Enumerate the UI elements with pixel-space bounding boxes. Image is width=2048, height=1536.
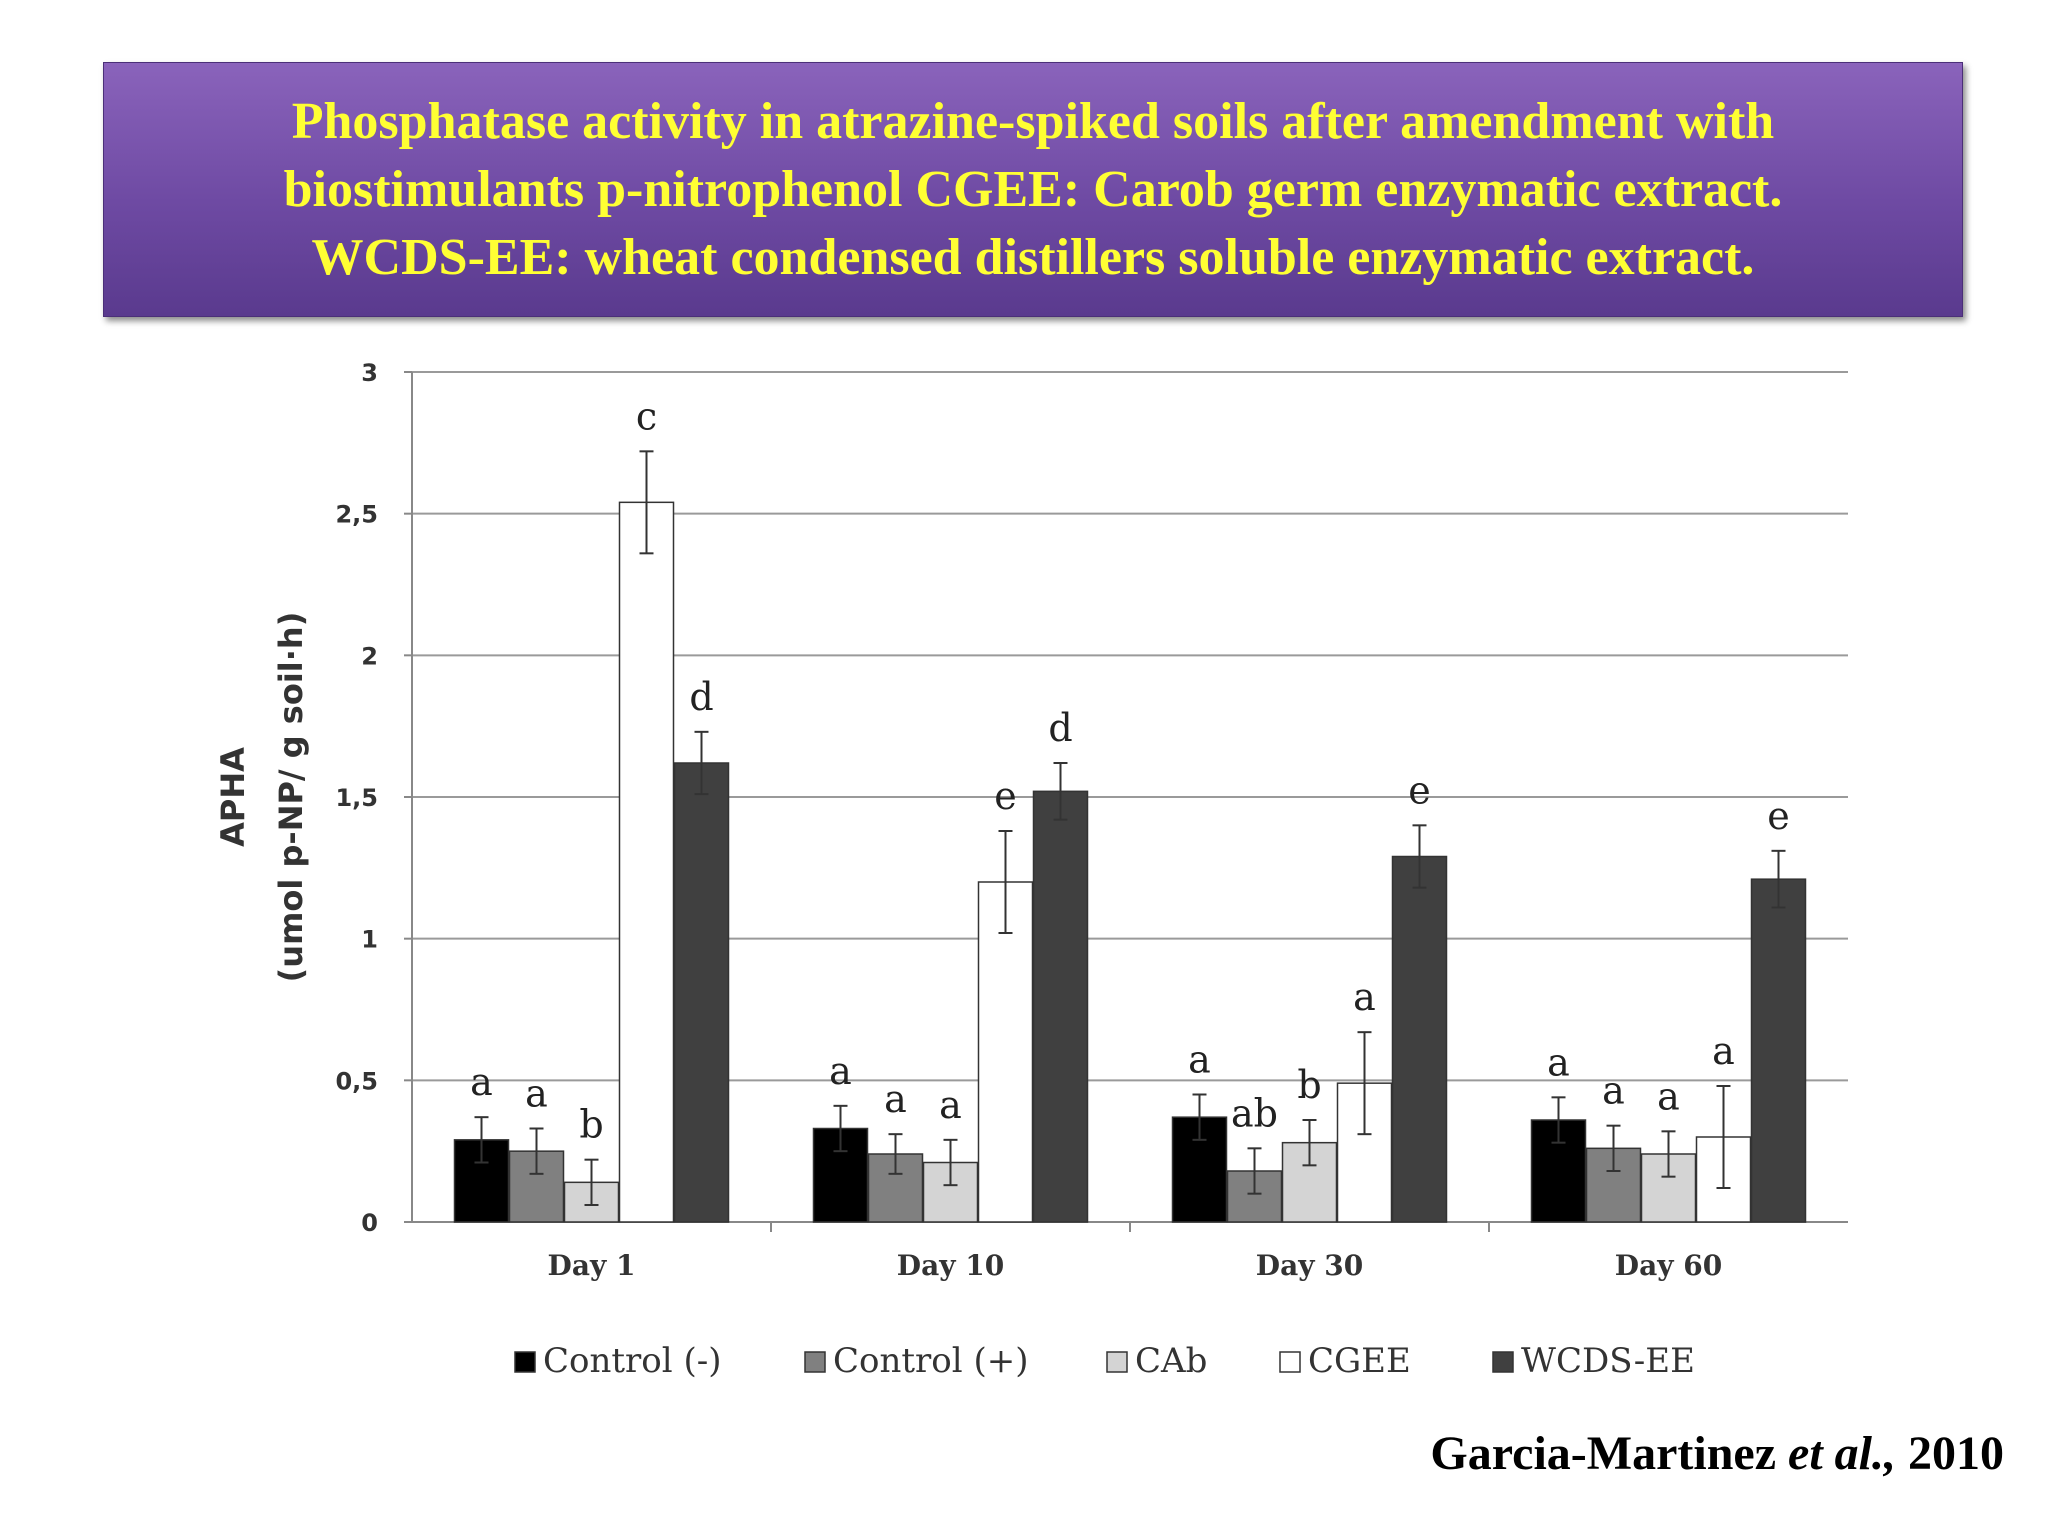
bars (453, 450, 1807, 1223)
legend-swatch (1279, 1351, 1301, 1373)
significance-letter: a (829, 1049, 852, 1093)
significance-letter: c (636, 394, 657, 438)
x-category-label: Day 60 (1615, 1249, 1722, 1282)
significance-letter: d (1048, 706, 1072, 750)
legend-label: Control (+) (833, 1341, 1028, 1381)
significance-letter: e (994, 774, 1017, 818)
significance-letter: a (939, 1083, 962, 1127)
significance-letter: a (525, 1072, 548, 1116)
significance-letter: a (1602, 1069, 1625, 1113)
title-line-1: Phosphatase activity in atrazine-spiked … (291, 92, 1775, 150)
citation-etal: et al., (1788, 1427, 1896, 1480)
legend-label: Control (-) (543, 1341, 721, 1381)
bar (1032, 790, 1089, 1223)
x-category-label: Day 1 (548, 1249, 636, 1282)
bar (618, 501, 675, 1223)
significance-letter: a (884, 1077, 907, 1121)
title-line-3: WCDS-EE: wheat condensed distillers solu… (311, 228, 1755, 286)
legend-swatch (1106, 1351, 1128, 1373)
y-tick-label: 2 (361, 642, 378, 670)
legend-label: WCDS-EE (1521, 1341, 1695, 1381)
title-banner: Phosphatase activity in atrazine-spiked … (103, 62, 1963, 317)
y-tick-label: 0,5 (335, 1067, 378, 1095)
significance-letter: a (1712, 1029, 1735, 1073)
y-axis-unit-label: (umol p-NP/ g soil·h) (272, 612, 310, 983)
significance-letter: b (1297, 1063, 1321, 1107)
significance-letter: e (1767, 794, 1790, 838)
significance-letter: ab (1231, 1091, 1278, 1135)
significance-letter: a (1188, 1038, 1211, 1082)
significance-letter: a (1353, 975, 1376, 1019)
bar (1391, 855, 1448, 1223)
y-tick-label: 3 (361, 359, 378, 387)
significance-letter: a (470, 1060, 493, 1104)
legend-label: CAb (1135, 1341, 1207, 1381)
legend-swatch (1492, 1351, 1514, 1373)
significance-letter: d (689, 675, 713, 719)
significance-letter: e (1408, 768, 1431, 812)
axes: 0 0,5 1 1,5 2 2,5 3 APHA (umol p-NP/ g soil·h) Da… (214, 359, 1848, 1282)
bar (1750, 878, 1807, 1223)
citation: Garcia-Martinez et al., 2010 (1430, 1426, 2004, 1481)
y-tick-label: 1 (361, 926, 378, 954)
citation-year: 2010 (1908, 1427, 2004, 1480)
x-category-label: Day 30 (1256, 1249, 1363, 1282)
bar (977, 881, 1034, 1223)
slide-title: Phosphatase activity in atrazine-spiked … (284, 88, 1783, 292)
y-tick-label: 2,5 (335, 501, 378, 529)
legend-swatch (514, 1351, 536, 1373)
legend: Control (-) Control (+) CAb CGEE WCDS-EE (514, 1341, 1695, 1381)
x-category-label: Day 10 (897, 1249, 1004, 1282)
legend-label: CGEE (1308, 1341, 1411, 1381)
significance-letter: b (579, 1103, 603, 1147)
bar (673, 762, 730, 1223)
legend-swatch (804, 1351, 826, 1373)
y-tick-label: 0 (361, 1209, 378, 1237)
citation-author: Garcia-Martinez (1430, 1427, 1777, 1480)
significance-letter: a (1657, 1074, 1680, 1118)
y-tick-label: 1,5 (335, 784, 378, 812)
title-line-2: biostimulants p-nitrophenol CGEE: Carob … (283, 160, 1783, 218)
significance-letter: a (1547, 1040, 1570, 1084)
y-axis-label: APHA (214, 747, 252, 847)
